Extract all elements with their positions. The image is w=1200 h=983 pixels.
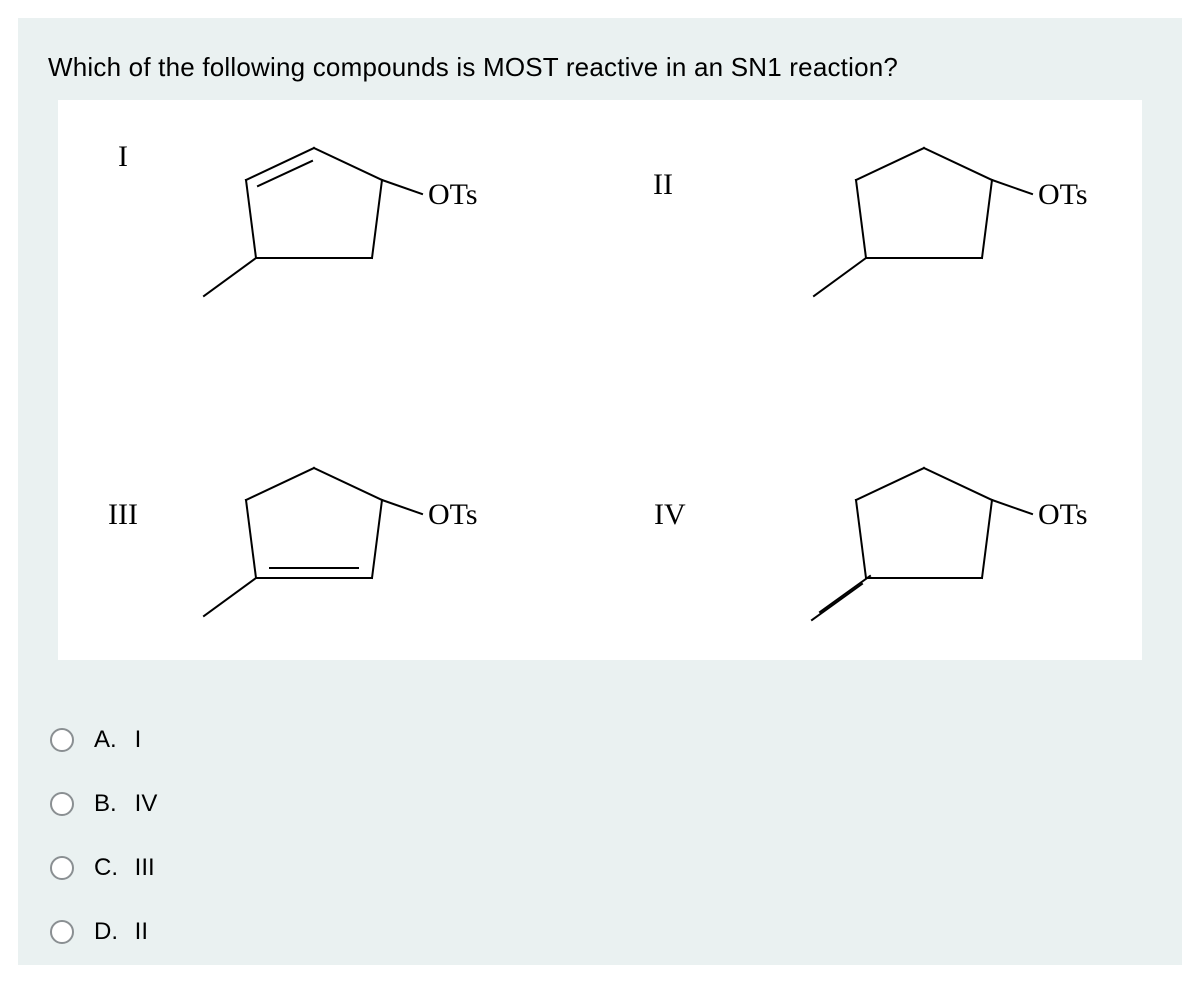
radio-icon [50,920,74,944]
answer-text: III [135,854,155,881]
answer-text: II [135,918,148,945]
answer-letter: A. [94,726,128,754]
answer-text: I [135,726,142,753]
radio-icon [50,728,74,752]
label-I: I [118,140,128,174]
question-text: Which of the following compounds is MOST… [48,52,898,83]
answer-text: IV [135,790,158,817]
structure-IV [798,440,1058,640]
answer-option-C[interactable]: C. III [50,836,450,900]
answer-letter: D. [94,918,128,946]
answer-option-D[interactable]: D. II [50,900,450,964]
radio-icon [50,792,74,816]
answer-option-A[interactable]: A. I [50,708,450,772]
answer-label: D. II [94,918,148,946]
label-II: II [653,168,673,202]
structure-III [188,440,448,640]
structure-II [798,120,1058,320]
radio-icon [50,856,74,880]
structure-I [188,120,448,320]
answer-letter: B. [94,790,128,818]
label-IV: IV [654,498,686,532]
figure-panel: I II III IV OTs OTs OTs OTs [58,100,1142,660]
answer-label: C. III [94,854,155,882]
answer-option-B[interactable]: B. IV [50,772,450,836]
question-card: Which of the following compounds is MOST… [18,18,1182,965]
answer-label: B. IV [94,790,157,818]
answer-list: A. I B. IV C. III D. II [50,708,450,964]
answer-letter: C. [94,854,128,882]
label-III: III [108,498,138,532]
answer-label: A. I [94,726,141,754]
